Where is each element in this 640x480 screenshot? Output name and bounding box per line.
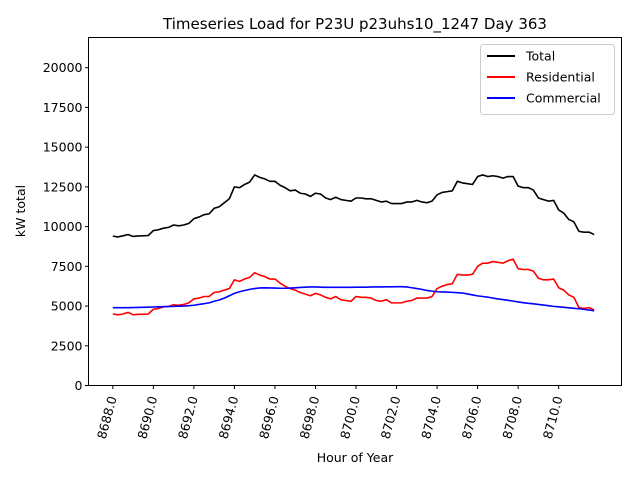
x-axis-title: Hour of Year	[317, 450, 394, 465]
y-tick-label: 5000	[51, 299, 83, 314]
y-axis: 0 2500 5000 7500 10000 12500 15000 17500 20000	[43, 60, 89, 393]
y-tick-label: 17500	[43, 100, 83, 115]
series-line-residential	[112, 258, 595, 316]
series-layer	[112, 174, 595, 316]
y-tick-label: 12500	[43, 179, 83, 194]
y-tick-label: 0	[75, 378, 83, 393]
y-tick-label: 10000	[43, 219, 83, 234]
series-line-total	[112, 174, 595, 238]
y-tick-label: 7500	[51, 259, 83, 274]
y-axis-title: kW total	[13, 185, 28, 237]
legend-label-total: Total	[525, 49, 555, 64]
y-tick-label: 2500	[51, 338, 83, 353]
plot-frame	[88, 37, 622, 386]
y-tick-label: 15000	[43, 140, 83, 155]
chart-title: Timeseries Load for P23U p23uhs10_1247 D…	[162, 15, 547, 34]
legend-label-commercial: Commercial	[526, 91, 601, 106]
series-line-commercial	[112, 285, 595, 312]
y-tick-label: 20000	[43, 60, 83, 75]
legend: Total Residential Commercial	[480, 44, 615, 115]
legend-label-residential: Residential	[526, 70, 595, 85]
